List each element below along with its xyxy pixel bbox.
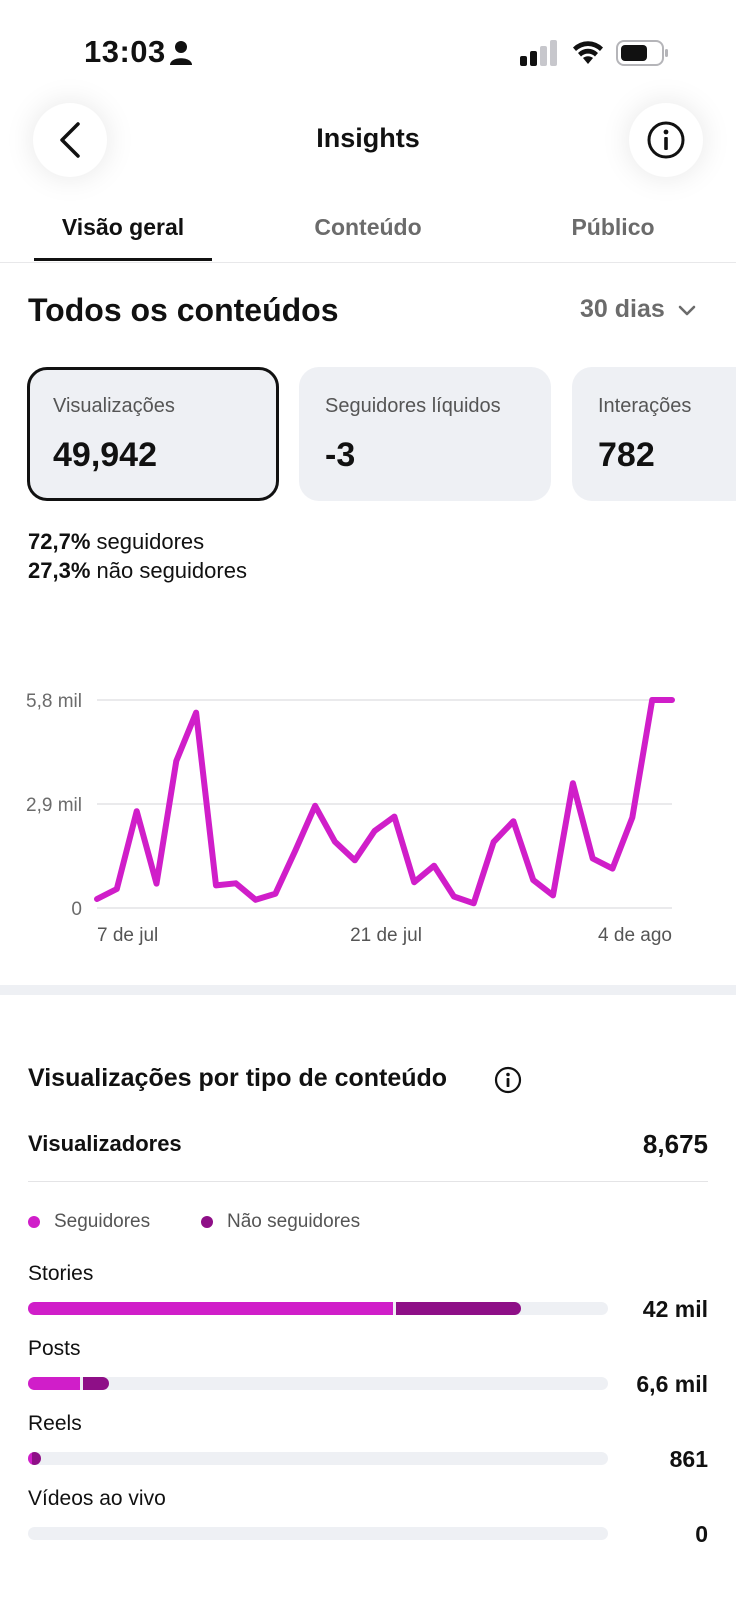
chevron-left-icon	[60, 122, 80, 158]
legend-dot-non-followers	[201, 1216, 213, 1228]
content-type-label: Reels	[28, 1412, 82, 1435]
views-by-type-heading: Visualizações por tipo de conteúdo	[28, 1064, 448, 1092]
info-icon[interactable]	[494, 1066, 522, 1094]
bar-segment-non-followers	[83, 1377, 110, 1390]
divider	[28, 1181, 708, 1182]
followers-share: 72,7% seguidores	[28, 529, 204, 555]
content-type-label: Stories	[28, 1262, 94, 1285]
period-label: 30 dias	[580, 295, 665, 323]
info-icon	[647, 121, 685, 159]
legend-label: Seguidores	[54, 1211, 151, 1232]
info-button[interactable]	[629, 103, 703, 177]
metric-card-interactions[interactable]: Interações 782	[572, 367, 736, 501]
metric-label: Visualizações	[53, 395, 175, 417]
content-type-value: 6,6 mil	[636, 1371, 708, 1397]
metric-value: 49,942	[53, 436, 157, 474]
non-followers-share: 27,3% não seguidores	[28, 558, 247, 584]
metric-label: Seguidores líquidos	[325, 395, 501, 417]
page-title: Insights	[316, 123, 420, 153]
content-type-label: Vídeos ao vivo	[28, 1487, 166, 1510]
content-type-value: 42 mil	[642, 1296, 708, 1322]
y-tick-label: 2,9 mil	[26, 795, 82, 816]
non-followers-percent: 27,3%	[28, 558, 91, 583]
wifi-icon	[573, 41, 603, 64]
section-heading: Todos os conteúdos	[28, 292, 339, 328]
tab-divider	[0, 262, 736, 263]
non-followers-label: não seguidores	[96, 558, 247, 583]
legend-label: Não seguidores	[227, 1211, 361, 1232]
bar-segment-followers	[28, 1452, 32, 1465]
legend-dot-followers	[28, 1216, 40, 1228]
metric-label: Interações	[598, 395, 692, 417]
metric-card-views[interactable]: Visualizações 49,942	[27, 367, 279, 501]
tab-overview[interactable]: Visão geral	[61, 214, 185, 240]
x-tick-label: 21 de jul	[350, 925, 422, 946]
status-time: 13:03	[84, 34, 166, 69]
content-type-bar	[28, 1527, 608, 1540]
section-divider	[0, 985, 736, 995]
series-line-views	[94, 697, 675, 907]
bar-segment-non-followers	[32, 1452, 42, 1465]
active-tab-indicator	[34, 258, 212, 261]
viewers-value: 8,675	[642, 1129, 708, 1159]
content-type-label: Posts	[28, 1337, 81, 1360]
legend-followers: Seguidores	[28, 1211, 150, 1233]
battery-icon	[616, 40, 668, 66]
bar-segment-non-followers	[396, 1302, 522, 1315]
legend-non-followers: Não seguidores	[201, 1211, 360, 1233]
content-type-bar	[28, 1377, 608, 1390]
x-tick-label: 7 de jul	[97, 925, 158, 946]
followers-percent: 72,7%	[28, 529, 91, 554]
x-tick-label: 4 de ago	[598, 925, 672, 946]
y-tick-label: 0	[71, 899, 82, 920]
content-type-value: 861	[669, 1446, 708, 1472]
bar-segment-followers	[28, 1377, 81, 1390]
cellular-signal-icon	[520, 40, 557, 66]
metric-value: -3	[325, 436, 356, 474]
followers-label: seguidores	[96, 529, 205, 554]
content-type-value: 0	[695, 1521, 708, 1547]
content-type-bar	[28, 1452, 608, 1465]
chevron-down-icon	[678, 305, 696, 316]
tab-audience[interactable]: Público	[571, 214, 655, 240]
person-icon	[170, 41, 192, 65]
metric-value: 782	[598, 436, 655, 474]
content-type-bar	[28, 1302, 608, 1315]
bar-segment-followers	[28, 1302, 394, 1315]
viewers-label: Visualizadores	[28, 1131, 182, 1156]
back-button[interactable]	[33, 103, 107, 177]
y-tick-label: 5,8 mil	[26, 691, 82, 712]
views-line-chart: 0 2,9 mil 5,8 mil 7 de jul 21 de jul 4 de ago	[26, 691, 675, 946]
metric-card-net-followers[interactable]: Seguidores líquidos -3	[299, 367, 551, 501]
period-selector[interactable]: 30 dias	[580, 295, 696, 324]
tab-content[interactable]: Conteúdo	[314, 214, 422, 240]
